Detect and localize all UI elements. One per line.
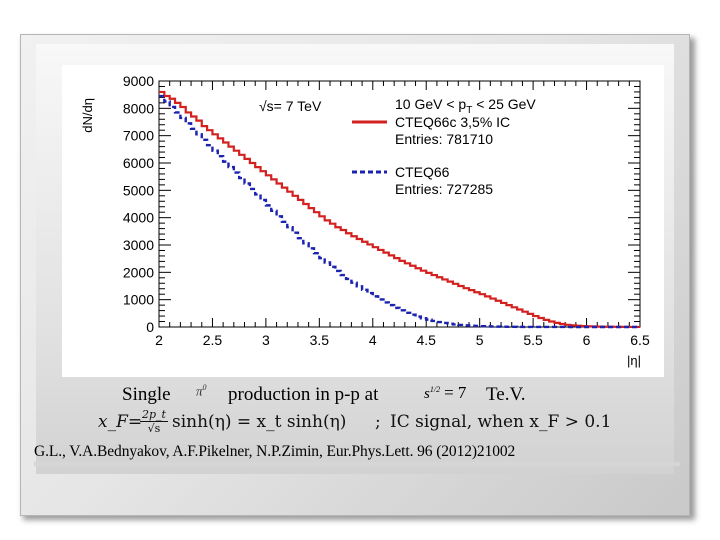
plot-frame — [158, 80, 641, 328]
sqrt-s-sup: 1/2 — [429, 385, 441, 394]
series-cteq66-line — [159, 94, 640, 329]
y-tick-label: 0 — [146, 319, 154, 335]
y-tick-label: 3000 — [123, 237, 154, 253]
caption-tev: Te.V. — [486, 384, 526, 405]
reference-underlay — [34, 462, 680, 466]
axes: 2 2.5 3 3.5 4 4.5 5 5.5 6 6.5 0 1000 2000 3000 4000 500… — [123, 73, 650, 348]
sqrt-s-symbol: s — [424, 386, 430, 402]
y-tick-label: 7000 — [123, 128, 154, 144]
x-tick-label: 4.5 — [416, 332, 436, 348]
y-tick-label: 9000 — [123, 73, 154, 89]
y-tick-label: 8000 — [123, 100, 154, 116]
ic-signal-condition: IC signal, when x_F > 0.1 — [390, 412, 612, 432]
legend-entries-ic: Entries: 781710 — [395, 131, 493, 147]
series-layer — [159, 90, 640, 329]
y-tick-label: 1000 — [123, 292, 154, 308]
caption-single: Single — [122, 384, 171, 405]
y-tick-label: 6000 — [123, 155, 154, 171]
x-tick-label: 5.5 — [523, 332, 543, 348]
pi0-symbol: π — [196, 383, 203, 399]
x-tick-label: 6 — [583, 332, 591, 348]
x-tick-label: 3.5 — [310, 332, 330, 348]
x-tick-label: 4 — [369, 332, 377, 348]
fraction-denominator: √s — [147, 422, 161, 435]
legend-entries-cteq66: Entries: 727285 — [395, 181, 493, 197]
reference-citation: G.L., V.A.Bednyakov, A.F.Pikelner, N.P.Z… — [34, 443, 516, 460]
legend-label-cteq66: CTEQ66 — [395, 164, 450, 180]
caption-pi0: π0 — [196, 383, 207, 399]
series-ic-line — [159, 90, 640, 329]
x-tick-label: 2 — [155, 332, 163, 348]
y-tick-label: 2000 — [123, 264, 154, 280]
pi0-sup: 0 — [202, 383, 207, 392]
caption-production: production in p-p at — [228, 384, 379, 405]
x-tick-label: 3 — [262, 332, 270, 348]
formula-separator: ; — [375, 412, 381, 432]
x-tick-label: 6.5 — [630, 332, 650, 348]
caption-sqrt-s: s1/2 = 7 — [424, 383, 466, 403]
x-tick-label: 2.5 — [203, 332, 223, 348]
fraction-numerator: 2p_t — [140, 408, 168, 422]
legend-label-ic: CTEQ66c 3,5% IC — [395, 114, 510, 130]
y-tick-label: 4000 — [123, 210, 154, 226]
sqrt-s-value: = 7 — [444, 383, 467, 402]
energy-label: √s= 7 TeV — [259, 98, 322, 114]
y-axis-label: dN/dη — [80, 98, 95, 133]
y-tick-label: 5000 — [123, 182, 154, 198]
xf-formula: x_F= — [98, 412, 142, 432]
sinh-expression: sinh(η) = x_t sinh(η) — [172, 412, 347, 432]
fraction: 2p_t √s — [140, 408, 168, 435]
plot-area: 2 2.5 3 3.5 4 4.5 5 5.5 6 6.5 0 1000 2000 3000 4000 500… — [62, 65, 664, 377]
x-axis-label: |η| — [627, 353, 641, 368]
xf-equals: x_F= — [98, 412, 143, 432]
eta-distribution-chart: 2 2.5 3 3.5 4 4.5 5 5.5 6 6.5 0 1000 2000 3000 4000 500… — [80, 73, 650, 368]
pt-range-label: 10 GeV < pT < 25 GeV — [395, 96, 536, 116]
x-tick-label: 5 — [476, 332, 484, 348]
